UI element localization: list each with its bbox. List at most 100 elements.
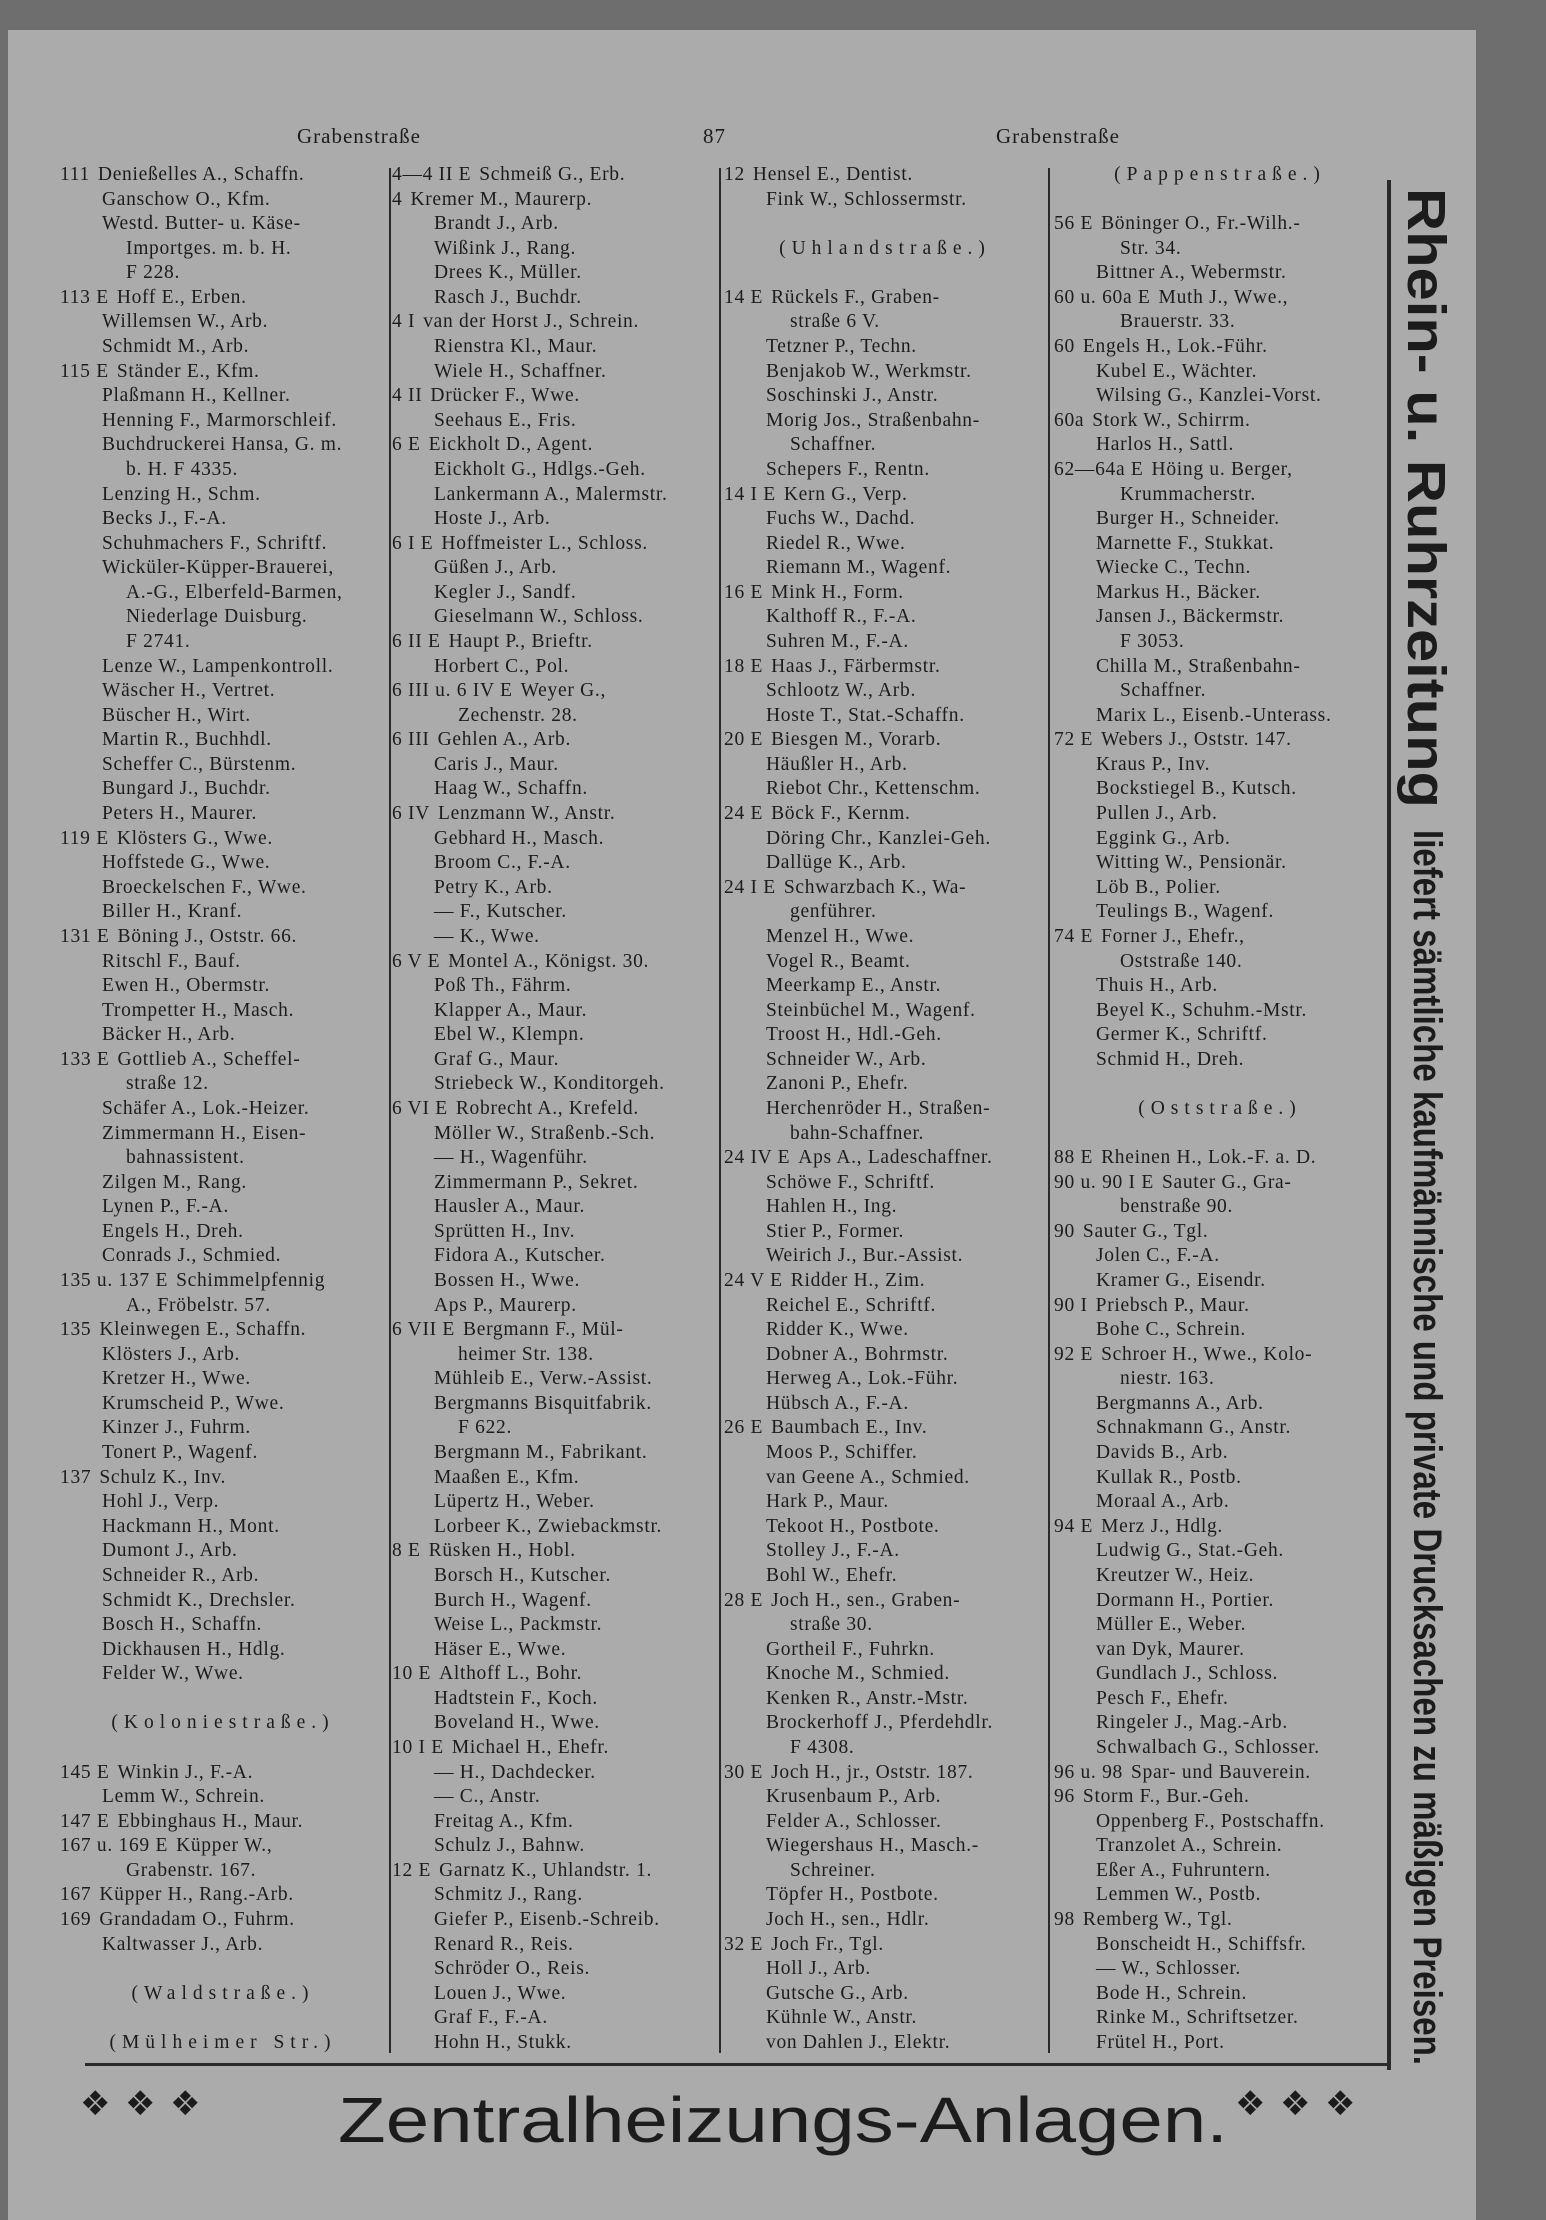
resident-entry: Zimmermann P., Sekret. bbox=[434, 1171, 639, 1193]
resident-name: Bergmann F., Mül- bbox=[463, 1319, 624, 1341]
resident-entry: Weirich J., Bur.-Assist. bbox=[766, 1245, 964, 1267]
house-number: 169 bbox=[60, 1909, 92, 1931]
resident-entry: Martin R., Buchhdl. bbox=[102, 729, 272, 751]
resident-entry: Schmitz J., Rang. bbox=[434, 1884, 583, 1906]
resident-name: Robrecht A., Krefeld. bbox=[455, 1097, 639, 1119]
entry-continuation: Grabenstr. 167. bbox=[126, 1859, 257, 1881]
resident-entry: Bittner A., Webermstr. bbox=[1096, 262, 1287, 284]
resident-entry: Rasch J., Buchdr. bbox=[434, 286, 582, 308]
resident-entry: van Dyk, Maurer. bbox=[1096, 1638, 1245, 1660]
house-number: 74 E bbox=[1054, 925, 1094, 947]
ornament-icon: ❖ bbox=[170, 2084, 200, 2124]
house-number: 145 E bbox=[60, 1761, 110, 1783]
resident-entry: Dumont J., Arb. bbox=[102, 1540, 238, 1562]
resident-entry: Stolley J., F.-A. bbox=[766, 1540, 900, 1562]
resident-entry: Zimmermann H., Eisen- bbox=[102, 1122, 307, 1144]
house-number: 10 E bbox=[392, 1663, 432, 1685]
resident-entry: Germer K., Schriftf. bbox=[1096, 1024, 1268, 1046]
resident-entry: Schmidt K., Drechsler. bbox=[102, 1589, 296, 1611]
house-entry: 90 u. 90 I E Sauter G., Gra- bbox=[1054, 1172, 1386, 1194]
resident-name: Sauter G., Gra- bbox=[1161, 1171, 1292, 1193]
house-number: 10 I E bbox=[392, 1737, 444, 1758]
resident-entry: Pullen J., Arb. bbox=[1096, 803, 1218, 825]
house-number: 6 VI E bbox=[392, 1097, 448, 1119]
resident-entry: Joch H., sen., Hdlr. bbox=[766, 1909, 930, 1931]
house-entry: 92 E Schroer H., Wwe., Kolo- bbox=[1054, 1344, 1386, 1366]
resident-entry: Bode H., Schrein. bbox=[1096, 1982, 1248, 2004]
resident-entry: Schröder O., Reis. bbox=[434, 1958, 591, 1980]
resident-entry: Müller E., Weber. bbox=[1096, 1614, 1247, 1636]
resident-entry: Conrads J., Schmied. bbox=[102, 1245, 282, 1267]
resident-entry: Horbert C., Pol. bbox=[434, 655, 570, 677]
resident-entry: Becks J., F.-A. bbox=[102, 508, 227, 530]
resident-entry: Jansen J., Bäckermstr. bbox=[1096, 606, 1285, 628]
house-number: 96 bbox=[1054, 1786, 1075, 1808]
resident-entry: Bungard J., Buchdr. bbox=[102, 778, 271, 800]
resident-name: Schulz K., Inv. bbox=[99, 1466, 227, 1488]
resident-entry: Büscher H., Wirt. bbox=[102, 704, 251, 726]
resident-entry: Haag W., Schaffn. bbox=[434, 778, 588, 800]
house-number: 24 IV E bbox=[724, 1147, 791, 1169]
resident-entry: Bäcker H., Arb. bbox=[102, 1024, 236, 1046]
house-entry: 24 E Böck F., Kernm. bbox=[724, 803, 1046, 825]
resident-entry: Hübsch A., F.-A. bbox=[766, 1392, 909, 1414]
house-entry: 10 I E Michael H., Ehefr. bbox=[392, 1737, 716, 1759]
resident-entry: Striebeck W., Konditorgeh. bbox=[434, 1073, 665, 1095]
column-divider bbox=[719, 168, 721, 2053]
resident-entry: Weise L., Packmstr. bbox=[434, 1614, 603, 1636]
house-entry: 24 V E Ridder H., Zim. bbox=[724, 1270, 1046, 1292]
house-number: 98 bbox=[1054, 1909, 1075, 1931]
house-number: 14 I E bbox=[724, 483, 776, 505]
resident-entry: Rienstra Kl., Maur. bbox=[434, 336, 598, 358]
resident-name: Aps A., Ladeschaffner. bbox=[798, 1147, 993, 1169]
resident-entry: Benjakob W., Werkmstr. bbox=[766, 360, 972, 382]
resident-name: Hensel E., Dentist. bbox=[752, 164, 913, 185]
resident-name: Rückels F., Graben- bbox=[771, 286, 940, 308]
resident-name: Haupt P., Brieftr. bbox=[448, 630, 593, 652]
resident-entry: Bergmanns Bisquitfabrik. bbox=[434, 1392, 652, 1414]
resident-name: Spar- und Bauverein. bbox=[1130, 1761, 1311, 1783]
entry-continuation: F 2741. bbox=[126, 630, 191, 652]
column-divider bbox=[1048, 168, 1050, 2053]
house-entry: 60 u. 60a E Muth J., Wwe., bbox=[1054, 287, 1386, 309]
resident-name: Kremer M., Maurerp. bbox=[410, 188, 593, 210]
resident-entry: Dallüge K., Arb. bbox=[766, 852, 907, 874]
resident-entry: Wiecke C., Techn. bbox=[1096, 557, 1252, 579]
resident-entry: Engels H., Dreh. bbox=[102, 1220, 244, 1242]
house-entry: 26 E Baumbach E., Inv. bbox=[724, 1417, 1046, 1439]
house-number: 135 bbox=[60, 1319, 92, 1341]
house-entry: 137 Schulz K., Inv. bbox=[60, 1467, 386, 1489]
resident-entry: Kaltwasser J., Arb. bbox=[102, 1933, 264, 1955]
entry-continuation: F 622. bbox=[458, 1417, 513, 1439]
house-number: 6 E bbox=[392, 434, 421, 456]
house-number: 62—64a E bbox=[1054, 458, 1144, 480]
blank-line bbox=[60, 1958, 386, 1980]
house-number: 90 u. 90 I E bbox=[1054, 1171, 1154, 1193]
house-number: 167 bbox=[60, 1884, 92, 1906]
resident-entry: Wilsing G., Kanzlei-Vorst. bbox=[1096, 385, 1322, 407]
house-entry: 6 VI E Robrecht A., Krefeld. bbox=[392, 1098, 716, 1120]
resident-entry: Marnette F., Stukkat. bbox=[1096, 532, 1275, 554]
house-number: 92 E bbox=[1054, 1343, 1094, 1365]
resident-entry: Renard R., Reis. bbox=[434, 1933, 574, 1955]
resident-name: Gehlen A., Arb. bbox=[437, 729, 572, 751]
house-entry: 113 E Hoff E., Erben. bbox=[60, 287, 386, 309]
resident-entry: Menzel H., Wwe. bbox=[766, 925, 915, 947]
resident-entry: — F., Kutscher. bbox=[434, 901, 567, 923]
resident-entry: Gieselmann W., Schloss. bbox=[434, 606, 644, 628]
resident-entry: Sprütten H., Inv. bbox=[434, 1220, 576, 1242]
resident-entry: Beyel K., Schuhm.-Mstr. bbox=[1096, 999, 1308, 1021]
resident-entry: Moos P., Schiffer. bbox=[766, 1442, 918, 1464]
resident-entry: Ganschow O., Kfm. bbox=[102, 188, 271, 210]
running-head-right: Grabenstraße bbox=[996, 124, 1120, 148]
resident-entry: Schöwe F., Schriftf. bbox=[766, 1171, 935, 1193]
entry-continuation: Str. 34. bbox=[1120, 237, 1182, 259]
resident-entry: Gortheil F., Fuhrkn. bbox=[766, 1638, 935, 1660]
house-number: 24 I E bbox=[724, 876, 776, 898]
blank-line bbox=[1054, 189, 1386, 211]
house-entry: 131 E Böning J., Oststr. 66. bbox=[60, 926, 386, 948]
ad-border bbox=[1387, 180, 1391, 2070]
house-entry: 4 II Drücker F., Wwe. bbox=[392, 385, 716, 407]
resident-name: Joch H., sen., Graben- bbox=[771, 1589, 961, 1611]
resident-name: Webers J., Oststr. 147. bbox=[1101, 729, 1292, 751]
